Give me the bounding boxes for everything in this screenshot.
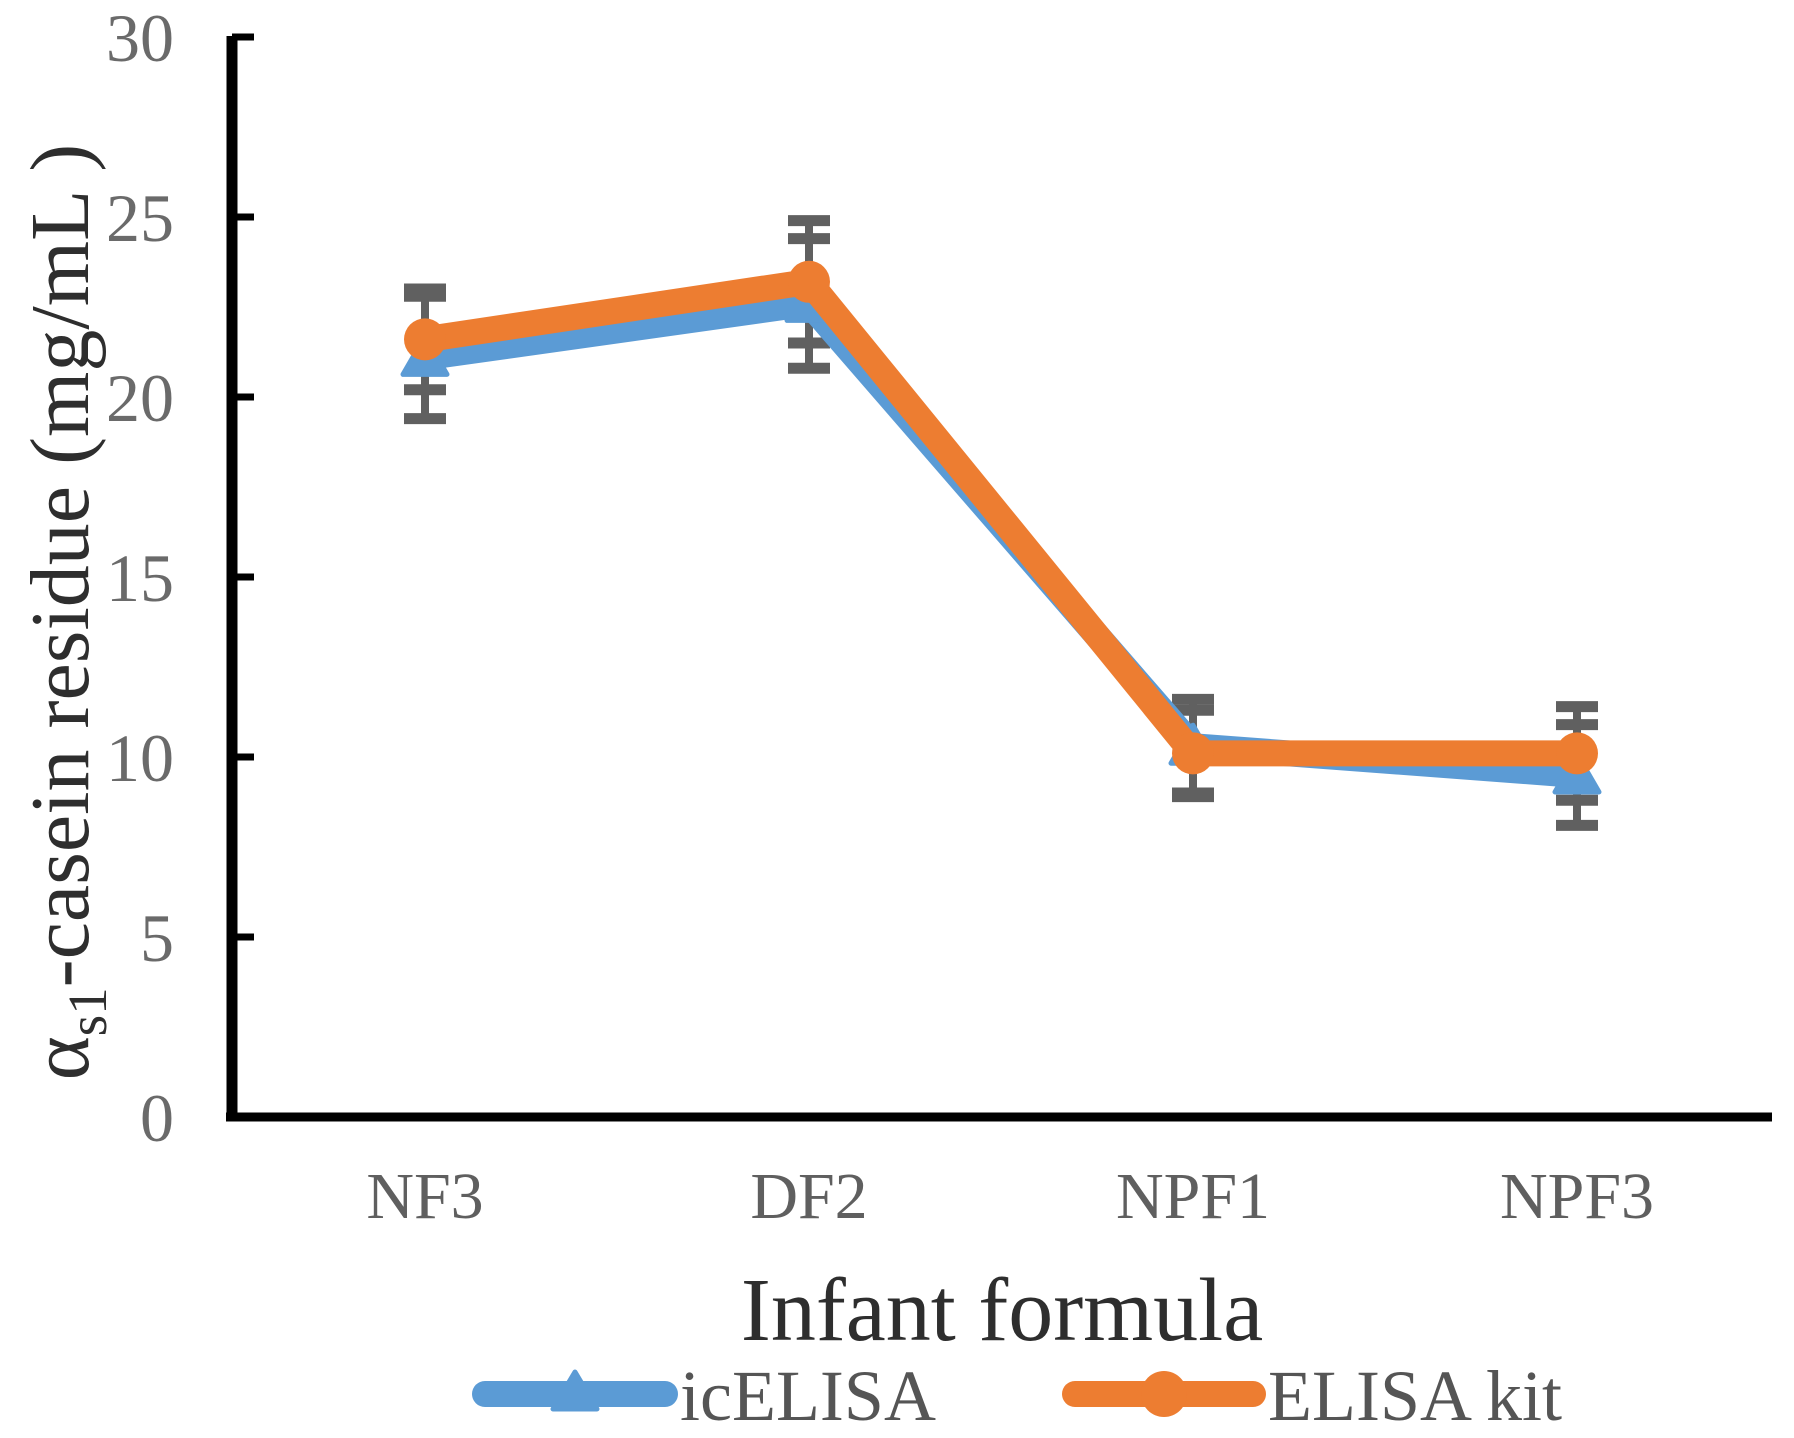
- y-axis-title-subscript: s1: [57, 987, 118, 1036]
- series-layer: [400, 260, 1602, 795]
- y-tick-label: 20: [106, 360, 174, 436]
- data-point-circle: [1556, 732, 1598, 775]
- legend: icELISA ELISA kit: [472, 1356, 1562, 1436]
- x-category-label: NPF3: [1500, 1160, 1654, 1233]
- axes-layer: [226, 33, 1772, 1122]
- y-tick-label: 5: [140, 900, 174, 976]
- y-axis-title-prefix: α: [14, 1036, 107, 1080]
- x-category-label: NPF1: [1116, 1160, 1270, 1233]
- legend-swatches: [472, 1369, 1266, 1417]
- y-tick-labels: 0 5 10 15 20 25 30: [106, 0, 174, 1156]
- x-category-labels: NF3 DF2 NPF1 NPF3: [366, 1160, 1654, 1233]
- series-line-icelisa: [412, 290, 1590, 788]
- data-point-circle: [404, 318, 446, 361]
- y-tick-label: 0: [140, 1080, 174, 1156]
- y-tick-label: 25: [106, 180, 174, 256]
- legend-label-elisa-kit: ELISA kit: [1268, 1356, 1562, 1433]
- x-category-label: DF2: [750, 1160, 867, 1233]
- x-axis-title: Infant formula: [741, 1261, 1263, 1360]
- series-line-elisa-kit: [412, 268, 1590, 767]
- y-tick-label: 30: [106, 0, 174, 76]
- y-axis-title-suffix: -casein residue (mg/mL ): [14, 144, 107, 988]
- legend-label-icelisa: icELISA: [680, 1356, 936, 1433]
- legend-triangle-marker: [550, 1369, 600, 1412]
- y-axis-title: αs1-casein residue (mg/mL ): [14, 144, 118, 1081]
- x-category-label: NF3: [366, 1160, 483, 1233]
- data-point-circle: [1172, 732, 1214, 775]
- legend-circle-marker: [1141, 1371, 1187, 1417]
- y-tick-label: 15: [106, 540, 174, 616]
- data-point-circle: [788, 260, 830, 303]
- y-tick-label: 10: [106, 720, 174, 796]
